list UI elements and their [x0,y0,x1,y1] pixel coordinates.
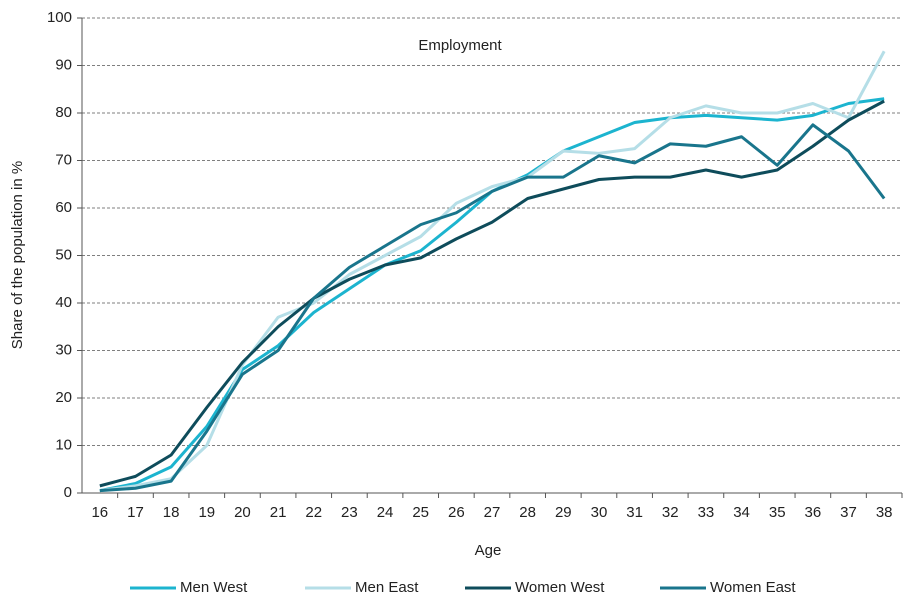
y-tick-label: 90 [55,56,72,73]
x-tick-label: 21 [270,504,287,521]
x-tick-label: 22 [305,504,322,521]
series-line [99,123,886,493]
series-line [99,99,885,488]
y-tick-label: 100 [47,9,72,26]
x-tick-label: 25 [412,504,429,521]
y-tick-label: 10 [55,436,72,453]
x-tick-label: 38 [876,504,893,521]
y-tick-label: 60 [55,199,72,216]
x-tick-label: 36 [805,504,822,521]
x-tick-label: 30 [591,504,608,521]
x-tick-label: 24 [377,504,394,521]
legend-label: Men East [355,579,419,596]
y-tick-label: 80 [55,104,72,121]
y-tick-label: 20 [55,389,72,406]
x-tick-label: 33 [698,504,715,521]
x-tick-label: 37 [840,504,857,521]
x-tick-label: 23 [341,504,358,521]
x-tick-label: 27 [484,504,501,521]
chart-title: Employment [418,37,502,54]
x-tick-label: 16 [91,504,108,521]
series-line [99,50,886,493]
legend-label: Women East [710,579,796,596]
y-tick-label: 40 [55,294,72,311]
x-tick-label: 28 [519,504,536,521]
x-tick-label: 20 [234,504,251,521]
y-tick-label: 70 [55,151,72,168]
x-tick-label: 26 [448,504,465,521]
y-tick-label: 0 [64,484,72,501]
x-tick-label: 32 [662,504,679,521]
x-tick-label: 17 [127,504,144,521]
x-axis-label: Age [475,542,502,559]
legend-label: Men West [180,579,248,596]
x-tick-label: 29 [555,504,572,521]
x-tick-label: 18 [163,504,180,521]
x-tick-label: 31 [626,504,643,521]
x-tick-label: 34 [733,504,750,521]
y-axis-label: Share of the population in % [9,161,26,349]
y-tick-label: 30 [55,341,72,358]
x-tick-label: 19 [198,504,215,521]
legend-label: Women West [515,579,605,596]
y-tick-label: 50 [55,246,72,263]
x-tick-label: 35 [769,504,786,521]
